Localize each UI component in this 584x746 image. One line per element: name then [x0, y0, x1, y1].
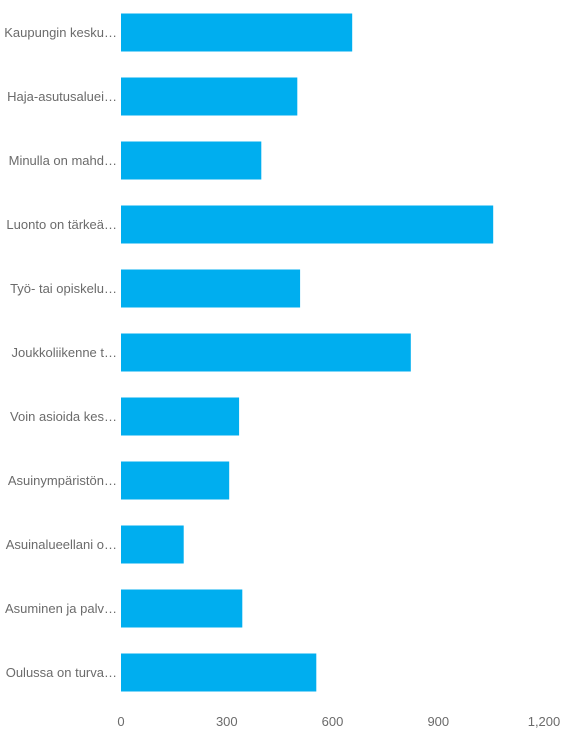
bar-0 — [121, 13, 353, 52]
x-tick-label-4: 1,200 — [528, 714, 561, 729]
category-label-6: Voin asioida kes… — [10, 409, 117, 424]
category-label-2: Minulla on mahd… — [9, 153, 117, 168]
x-tick-label-3: 900 — [427, 714, 449, 729]
category-label-4: Työ- tai opiskelu… — [10, 281, 117, 296]
bar-8 — [121, 525, 184, 564]
category-label-0: Kaupungin kesku… — [4, 25, 117, 40]
bar-3 — [121, 205, 494, 244]
bar-1 — [121, 77, 298, 116]
x-tick-label-2: 600 — [322, 714, 344, 729]
category-label-1: Haja-asutusaluei… — [7, 89, 117, 104]
bar-5 — [121, 333, 411, 372]
category-label-9: Asuminen ja palv… — [5, 601, 117, 616]
bars-group — [121, 13, 494, 692]
category-label-7: Asuinympäristön… — [8, 473, 117, 488]
x-tick-label-1: 300 — [216, 714, 238, 729]
category-label-3: Luonto on tärkeä… — [6, 217, 117, 232]
bar-10 — [121, 653, 317, 692]
category-labels: Kaupungin kesku… Haja-asutusaluei… Minulla… — [4, 25, 117, 680]
category-label-8: Asuinalueellani o… — [6, 537, 117, 552]
bar-7 — [121, 461, 230, 500]
bar-4 — [121, 269, 301, 308]
category-label-10: Oulussa on turva… — [6, 665, 117, 680]
bar-9 — [121, 589, 243, 628]
category-label-5: Joukkoliikenne t… — [12, 345, 118, 360]
bar-2 — [121, 141, 262, 180]
bar-6 — [121, 397, 240, 436]
x-tick-label-0: 0 — [117, 714, 124, 729]
x-axis-ticks: 0 300 600 900 1,200 — [117, 714, 560, 729]
